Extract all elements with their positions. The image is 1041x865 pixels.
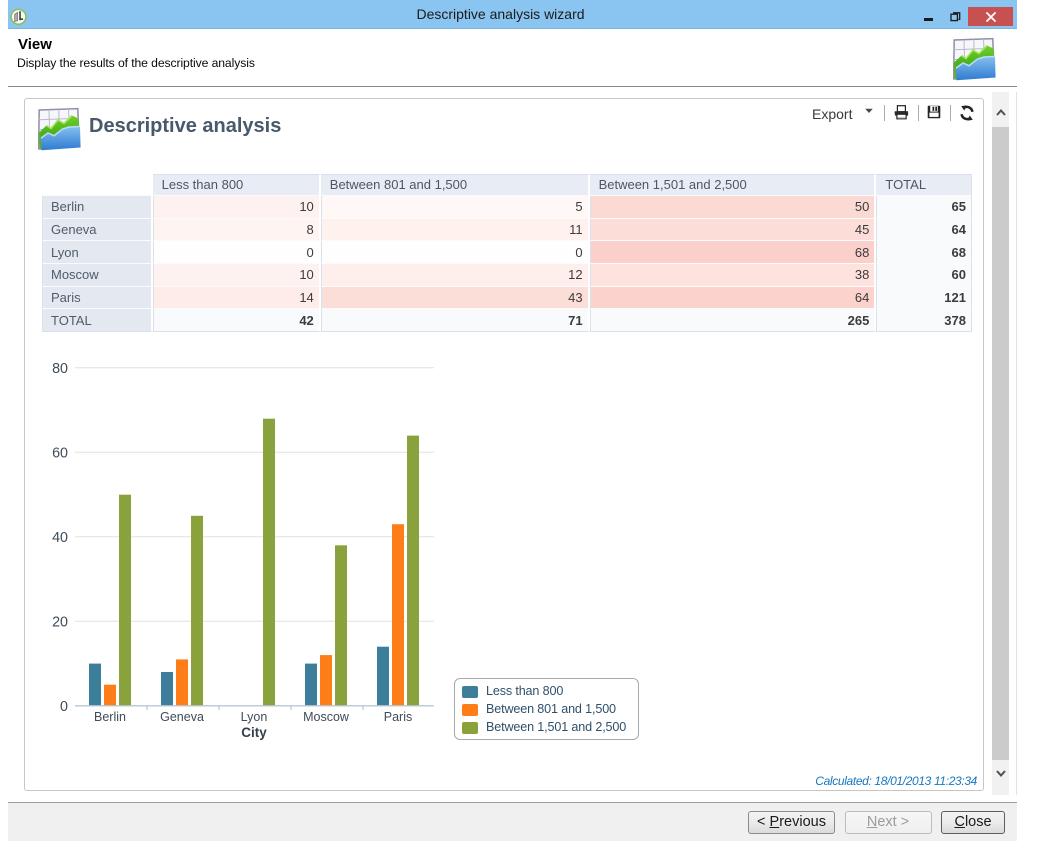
svg-text:Geneva: Geneva	[160, 710, 204, 724]
svg-text:Paris: Paris	[384, 710, 412, 724]
svg-text:40: 40	[52, 530, 68, 546]
svg-text:20: 20	[52, 614, 68, 630]
svg-text:City: City	[241, 725, 267, 740]
svg-text:60: 60	[52, 445, 68, 461]
svg-text:Lyon: Lyon	[241, 710, 268, 724]
svg-text:Moscow: Moscow	[303, 710, 350, 724]
svg-text:80: 80	[52, 361, 68, 377]
svg-text:0: 0	[60, 699, 68, 715]
svg-text:Berlin: Berlin	[94, 710, 126, 724]
